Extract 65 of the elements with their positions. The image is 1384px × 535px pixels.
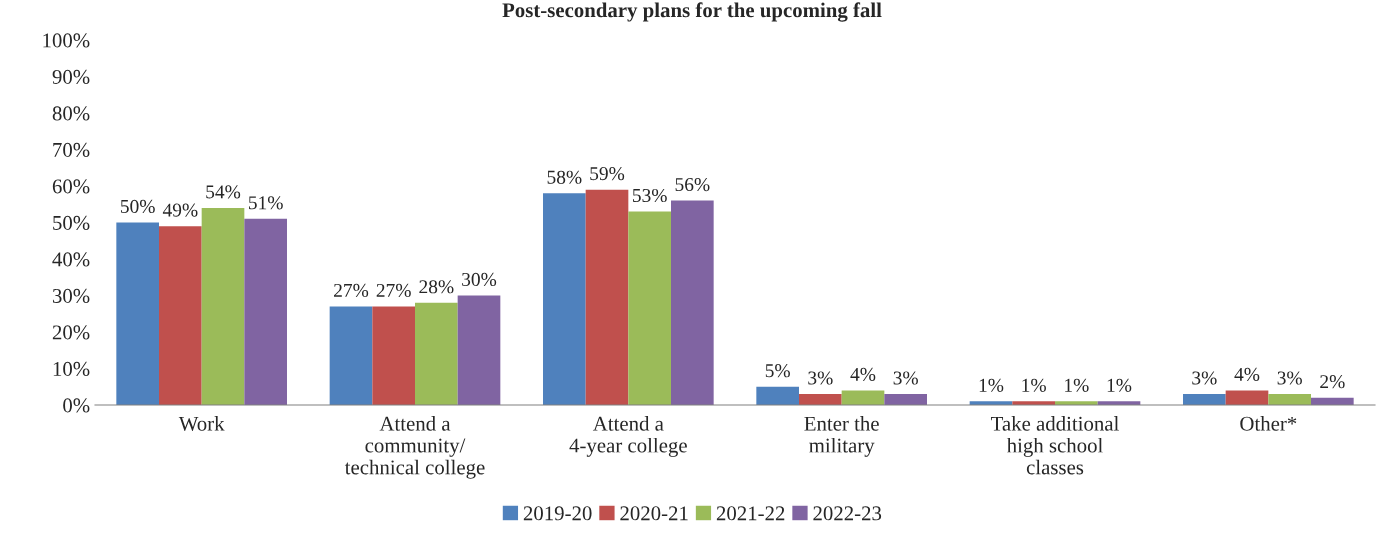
data-label: 4%: [1234, 367, 1260, 381]
data-label: 58%: [547, 170, 582, 184]
y-tick-label: 20%: [52, 325, 90, 340]
bar: [841, 390, 885, 405]
bar: [799, 394, 842, 405]
x-tick-label: Enter the military: [804, 416, 879, 457]
bar: [159, 226, 202, 405]
data-label: 50%: [120, 199, 155, 214]
y-tick-label: 100%: [43, 33, 90, 48]
data-label: 3%: [893, 371, 918, 385]
bar: [884, 394, 927, 405]
bar: [628, 211, 671, 405]
bar: [415, 302, 458, 405]
y-tick-label: 60%: [52, 179, 90, 194]
legend-label: 2019-20: [523, 506, 592, 521]
data-label: 30%: [462, 272, 497, 287]
y-tick-label: 10%: [53, 361, 90, 376]
data-label: 1%: [979, 378, 1004, 392]
data-label: 53%: [632, 188, 667, 203]
x-tick-label: Work: [178, 416, 225, 431]
bar: [116, 222, 159, 405]
data-label: 1%: [1065, 378, 1089, 392]
x-tick-label: Attend a community/ technical college: [344, 416, 485, 479]
bar: [585, 189, 629, 405]
data-label: 28%: [419, 280, 454, 294]
data-label: 4%: [850, 367, 876, 381]
data-label: 3%: [1277, 371, 1302, 385]
y-tick-label: 40%: [52, 252, 90, 267]
bar: [457, 295, 501, 405]
bar: [1225, 390, 1269, 405]
data-label: 49%: [162, 203, 198, 217]
y-tick-label: 70%: [53, 142, 90, 157]
bar: [372, 306, 415, 405]
chart-title: Post-secondary plans for the upcoming fall: [502, 2, 882, 22]
data-label: 2%: [1320, 375, 1345, 389]
legend-label: 2020-21: [620, 506, 688, 521]
bar: [756, 386, 799, 405]
data-label: 1%: [1022, 378, 1046, 392]
x-tick-label: Attend a 4-year college: [569, 416, 687, 457]
data-label: 51%: [248, 196, 283, 210]
data-label: 59%: [590, 167, 625, 181]
y-tick-label: 0%: [63, 398, 90, 413]
bar: [1268, 394, 1311, 405]
data-label: 3%: [1192, 371, 1217, 385]
data-label: 56%: [675, 177, 710, 192]
data-label: 27%: [334, 283, 369, 298]
bar: [244, 218, 287, 405]
data-label: 54%: [206, 185, 241, 199]
data-label: 1%: [1107, 378, 1132, 392]
bar: [1183, 394, 1226, 405]
data-label: 27%: [376, 283, 411, 298]
legend-label: 2021-22: [716, 506, 785, 521]
x-tick-label: Take additional high school classes: [991, 416, 1119, 475]
x-tick-label: Other*: [1240, 416, 1297, 431]
bar: [201, 207, 245, 405]
y-tick-label: 30%: [52, 288, 90, 303]
bar: [543, 193, 586, 405]
bar: [329, 306, 373, 405]
y-tick-label: 90%: [52, 69, 90, 84]
y-tick-label: 80%: [52, 106, 90, 121]
legend-label: 2022-23: [813, 506, 882, 521]
y-tick-label: 50%: [53, 215, 90, 230]
data-label: 3%: [808, 371, 833, 385]
data-label: 5%: [765, 364, 790, 378]
bar: [671, 200, 714, 405]
